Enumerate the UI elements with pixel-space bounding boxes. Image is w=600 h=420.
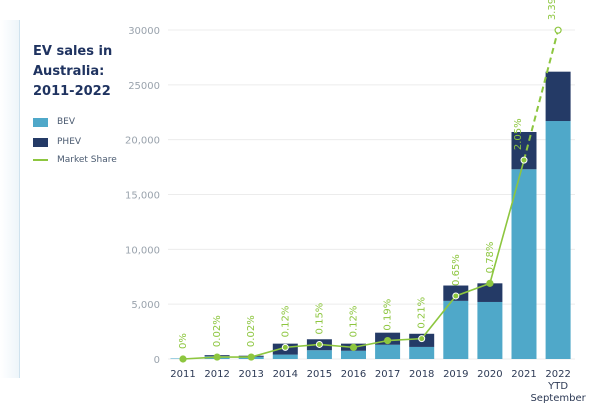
- x-tick-label: 2016: [341, 369, 366, 380]
- bar-bev: [511, 169, 537, 359]
- side-panel: [0, 20, 20, 378]
- x-tick-label: 2013: [238, 369, 263, 380]
- y-tick-label: 20,000: [125, 136, 160, 147]
- y-tick-label: 30000: [128, 26, 160, 37]
- market-share-point: [554, 26, 562, 34]
- market-share-label: 0%: [178, 333, 189, 349]
- market-share-projection: [523, 29, 560, 161]
- bar-bev: [375, 344, 401, 359]
- market-share-point: [349, 343, 358, 351]
- bar-bev: [409, 346, 435, 359]
- y-tick-label: 25000: [128, 81, 160, 92]
- market-share-label: 0.15%: [314, 303, 325, 335]
- x-tick-label: 2021: [511, 369, 536, 380]
- market-share-point: [384, 336, 392, 345]
- legend-phev: PHEV: [33, 137, 81, 147]
- market-share-label: 0.02%: [246, 315, 257, 347]
- x-tick-label: 2015: [307, 369, 332, 380]
- market-share-label: 0.02%: [212, 315, 223, 347]
- market-share-point: [452, 292, 460, 300]
- y-tick-label: 10,000: [125, 245, 160, 256]
- x-tick-label: 2011: [170, 369, 195, 380]
- x-tick-label: 2014: [273, 369, 298, 380]
- bar-bev: [545, 121, 571, 359]
- market-share-label: 0.21%: [417, 297, 428, 329]
- market-share-label: 0.65%: [451, 254, 462, 286]
- x-tick-label: 2017: [375, 369, 400, 380]
- y-tick-label: 0: [154, 355, 160, 366]
- x-tick-label: 2019: [443, 369, 468, 380]
- bar-bev: [341, 350, 366, 359]
- market-share-point: [213, 353, 221, 361]
- market-share-label: 3.39%: [547, 0, 558, 20]
- x-tick-label: 2018: [409, 369, 434, 380]
- market-share-point: [315, 340, 323, 348]
- x-tick-label: 2020: [477, 369, 502, 380]
- market-share-point: [281, 343, 289, 351]
- bar-bev: [443, 300, 469, 359]
- market-share-point: [418, 335, 426, 343]
- x-tick-label: 2022: [545, 369, 570, 380]
- market-share-point: [520, 156, 528, 164]
- bar-bev: [477, 301, 503, 359]
- market-share-point: [486, 279, 494, 287]
- market-share-label: 0.19%: [383, 299, 394, 331]
- y-tick-label: 15,000: [125, 191, 160, 202]
- market-share-point: [247, 353, 255, 361]
- market-share-label: 0.12%: [349, 306, 360, 338]
- market-share-label: 2.05%: [513, 118, 524, 150]
- bar-phev: [545, 71, 571, 122]
- y-tick-label: 5,000: [131, 300, 160, 311]
- x-tick-label: YTD: [547, 381, 568, 392]
- legend-bev: BEV: [33, 117, 75, 127]
- chart-title: EV sales in Australia: 2011-2022: [33, 44, 113, 99]
- market-share-point: [179, 355, 187, 363]
- legend-market-share: Market Share: [33, 155, 117, 165]
- market-share-label: 0.12%: [280, 306, 291, 338]
- bar-bev: [272, 354, 298, 359]
- bar-phev: [477, 283, 503, 302]
- market-share-label: 0.78%: [485, 242, 496, 274]
- x-tick-label: 2012: [204, 369, 229, 380]
- x-tick-label: September: [530, 393, 586, 404]
- bar-bev: [306, 350, 332, 359]
